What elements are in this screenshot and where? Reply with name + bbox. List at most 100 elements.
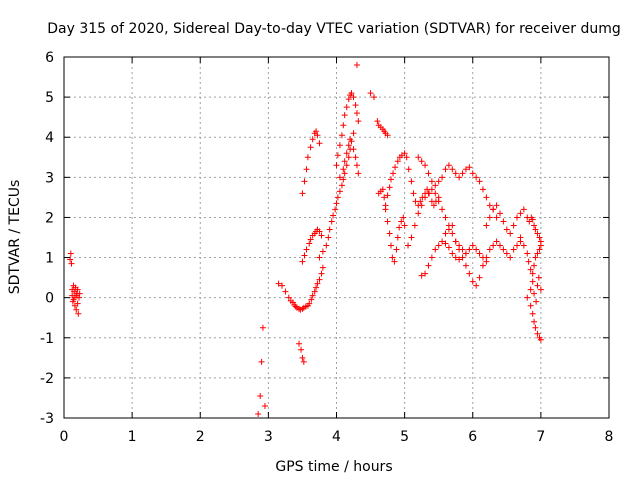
data-point [332,206,339,213]
data-point [308,296,315,303]
data-point [386,184,393,191]
data-point [517,210,524,217]
data-point [341,158,348,165]
data-point [418,158,425,165]
data-point [307,236,314,243]
data-point [422,162,429,169]
data-point [486,214,493,221]
data-point [514,242,521,249]
data-point [340,176,347,183]
data-point [510,222,517,229]
data-point [341,170,348,177]
x-tick-label: 8 [605,429,614,445]
y-axis-label: SDTVAR / TECUs [7,180,23,295]
data-point [452,170,459,177]
data-point [370,94,377,101]
data-point [534,282,541,289]
data-point [326,226,333,233]
data-point [503,250,510,257]
data-point [336,174,343,181]
data-point [442,166,449,173]
data-point [529,216,536,223]
y-tick-label: 4 [45,130,54,146]
data-point [255,410,262,417]
data-point [531,318,538,325]
data-point [462,250,469,257]
data-point [456,256,463,263]
data-point [259,324,266,331]
data-point [445,244,452,251]
data-point [527,266,534,273]
data-point [510,246,517,253]
data-point [319,264,326,271]
data-point [532,254,539,261]
data-point [374,118,381,125]
data-point [425,190,432,197]
data-point [316,140,323,147]
data-point [391,258,398,265]
data-point [493,202,500,209]
data-point [533,298,540,305]
data-point [350,146,357,153]
data-point [340,166,347,173]
data-point [300,358,307,365]
data-point [469,170,476,177]
data-point [323,242,330,249]
data-point [432,182,439,189]
data-point [500,246,507,253]
data-point [333,162,340,169]
data-point [422,194,429,201]
data-point [415,154,422,161]
data-point [336,142,343,149]
data-point [442,240,449,247]
data-point [535,274,542,281]
data-point [473,282,480,289]
data-point [303,246,310,253]
data-point [476,250,483,257]
data-point [445,226,452,233]
data-point [306,240,313,247]
data-point [405,242,412,249]
data-point [313,128,320,135]
data-point [340,122,347,129]
data-point [466,270,473,277]
data-point [316,254,323,261]
data-point [388,242,394,249]
data-point [483,194,490,201]
y-tick-label: -1 [40,331,54,347]
data-point [408,178,415,185]
y-tick-label: 0 [45,291,54,307]
data-point [401,222,408,229]
data-point [334,152,341,159]
data-point [279,282,285,289]
data-point [309,136,316,143]
data-point [306,300,313,307]
data-point [486,246,493,253]
data-point [382,202,389,209]
data-point [428,186,435,193]
data-point [466,164,473,171]
data-point [417,198,424,205]
data-point [418,272,425,279]
data-point [316,228,323,235]
y-tick-label: 1 [45,251,54,267]
x-tick-label: 5 [400,429,409,445]
data-point [449,250,456,257]
data-point [392,164,399,171]
data-point [282,288,289,295]
data-point [473,246,480,253]
data-point [301,178,308,185]
data-point [486,202,493,209]
data-point [386,230,393,237]
data-point [67,256,74,263]
data-point [75,310,82,317]
data-point [449,222,456,229]
data-point [524,294,531,301]
data-point [537,286,544,293]
data-point [500,218,507,225]
data-point [526,218,533,225]
axis-ticks: 0 1 2 3 4 5 6 7 8 -3 -2 -1 0 1 2 3 4 5 6 [40,50,613,445]
data-point [325,234,332,241]
data-point [330,212,337,219]
data-point [347,136,354,143]
